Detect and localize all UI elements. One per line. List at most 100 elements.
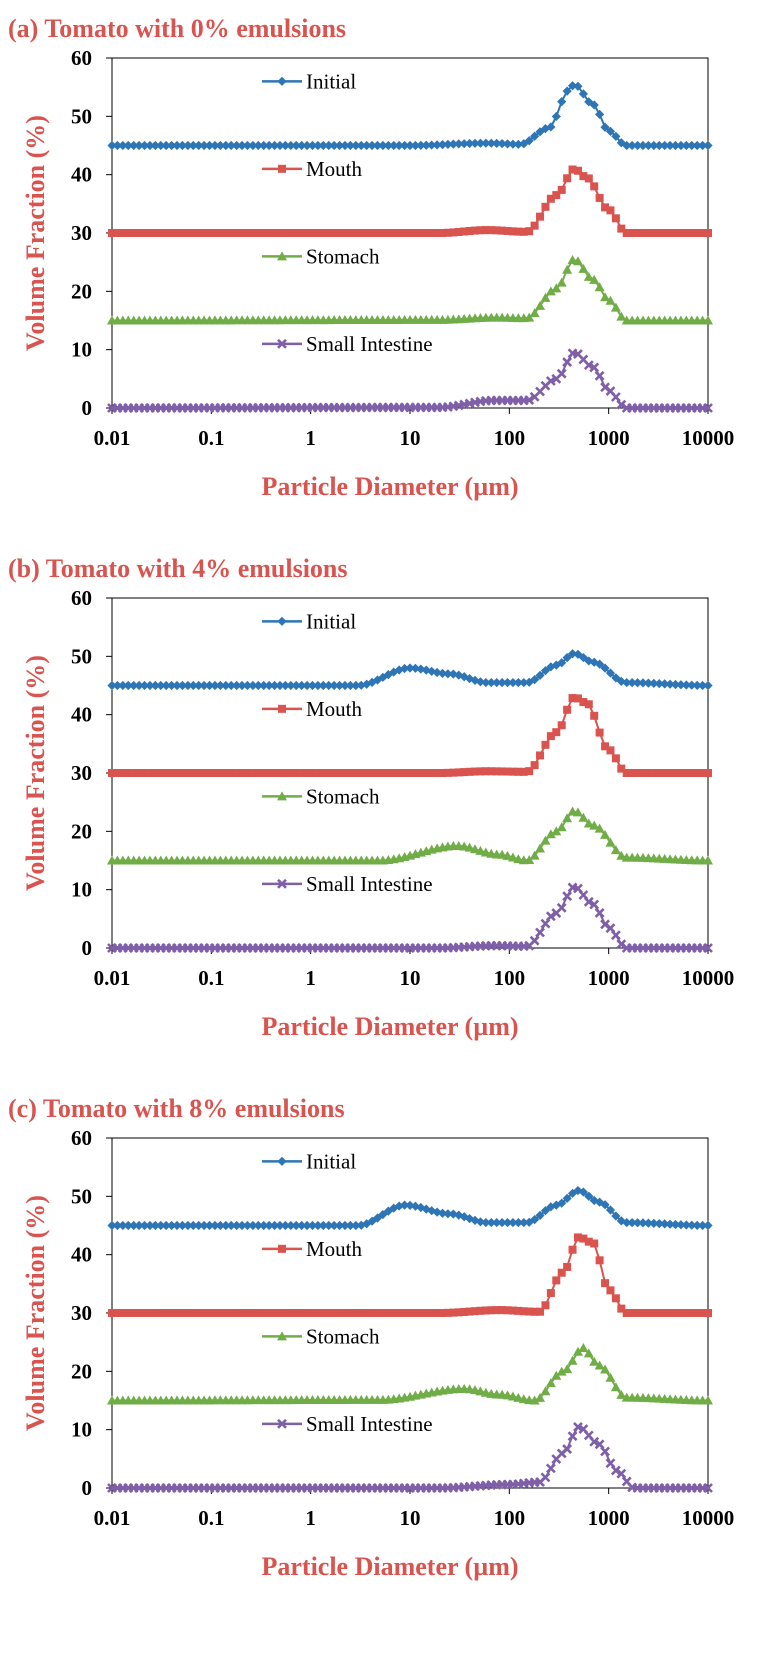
- legend-marker: [277, 1156, 287, 1166]
- data-point: [167, 1309, 176, 1317]
- data-point: [270, 1309, 279, 1317]
- data-point: [443, 669, 453, 679]
- data-point: [275, 769, 284, 777]
- legend-entry: Initial: [262, 609, 356, 633]
- data-point: [703, 403, 713, 413]
- data-point: [567, 1188, 578, 1198]
- data-point: [335, 229, 344, 237]
- data-point: [562, 813, 573, 823]
- data-point: [622, 769, 631, 777]
- data-point: [421, 665, 431, 675]
- data-point: [563, 1262, 572, 1271]
- data-point: [644, 229, 653, 237]
- data-point: [340, 229, 349, 237]
- data-point: [319, 1309, 328, 1317]
- data-point: [259, 1309, 268, 1317]
- data-point: [421, 140, 431, 150]
- data-point: [443, 1209, 453, 1219]
- x-tick-label: 1000: [588, 966, 630, 990]
- data-point: [178, 769, 187, 777]
- x-tick-label: 1: [305, 966, 316, 990]
- data-point: [264, 680, 274, 691]
- data-point: [362, 229, 371, 237]
- data-point: [443, 139, 453, 149]
- data-point: [422, 1309, 431, 1317]
- data-point: [199, 680, 209, 691]
- data-point: [264, 140, 274, 151]
- data-point: [492, 1217, 502, 1228]
- data-point: [475, 677, 486, 687]
- data-point: [107, 680, 117, 691]
- data-point: [433, 1309, 442, 1317]
- data-point: [280, 680, 290, 691]
- data-point: [194, 769, 203, 777]
- data-point: [362, 140, 372, 151]
- data-point: [562, 1364, 573, 1374]
- data-point: [340, 769, 349, 777]
- data-point: [594, 370, 605, 381]
- data-point: [557, 1268, 566, 1277]
- data-point: [622, 229, 631, 237]
- data-point: [215, 680, 225, 691]
- data-point: [243, 229, 252, 237]
- data-point: [178, 229, 187, 237]
- data-point: [205, 769, 214, 777]
- data-point: [616, 399, 627, 410]
- data-point: [567, 1431, 578, 1442]
- data-point: [519, 227, 528, 236]
- data-point: [627, 678, 637, 688]
- data-point: [572, 1346, 583, 1356]
- data-point: [492, 1306, 501, 1315]
- data-point: [248, 680, 258, 691]
- data-point: [568, 694, 577, 703]
- data-point: [628, 1309, 637, 1317]
- data-point: [697, 1220, 708, 1231]
- data-point: [411, 1309, 420, 1317]
- data-point: [557, 1198, 567, 1208]
- data-point: [351, 769, 360, 777]
- data-point: [476, 1306, 485, 1315]
- data-point: [524, 312, 535, 322]
- data-point: [551, 826, 562, 836]
- data-point: [189, 769, 198, 777]
- data-point: [605, 126, 616, 136]
- data-point: [449, 1308, 458, 1317]
- data-point: [118, 1309, 127, 1317]
- data-point: [454, 768, 463, 777]
- data-point: [589, 899, 600, 910]
- data-point: [562, 1444, 573, 1455]
- data-point: [204, 680, 215, 691]
- data-point: [525, 767, 534, 776]
- data-point: [687, 229, 696, 237]
- data-point: [655, 229, 664, 237]
- data-point: [525, 1307, 534, 1316]
- data-point: [145, 769, 154, 777]
- data-point: [427, 229, 436, 237]
- data-point: [594, 823, 605, 833]
- data-point: [156, 680, 166, 691]
- data-point: [611, 754, 620, 763]
- data-point: [324, 680, 334, 691]
- data-point: [572, 807, 583, 817]
- data-point: [156, 229, 165, 237]
- data-point: [454, 1308, 463, 1317]
- x-tick-label: 10: [400, 426, 421, 450]
- data-point: [399, 140, 410, 151]
- data-point: [487, 767, 496, 776]
- data-point: [682, 769, 691, 777]
- data-point: [616, 1216, 626, 1226]
- data-point: [454, 139, 464, 149]
- data-point: [454, 227, 463, 236]
- data-point: [693, 769, 702, 777]
- data-point: [368, 1309, 377, 1317]
- data-point: [405, 1200, 415, 1210]
- data-point: [536, 212, 545, 221]
- legend-label: Stomach: [306, 244, 380, 268]
- data-point: [601, 742, 610, 751]
- data-point: [589, 1436, 600, 1447]
- data-point: [373, 769, 382, 777]
- data-point: [643, 678, 653, 688]
- data-point: [638, 769, 647, 777]
- data-point: [545, 286, 556, 296]
- data-point: [535, 927, 545, 938]
